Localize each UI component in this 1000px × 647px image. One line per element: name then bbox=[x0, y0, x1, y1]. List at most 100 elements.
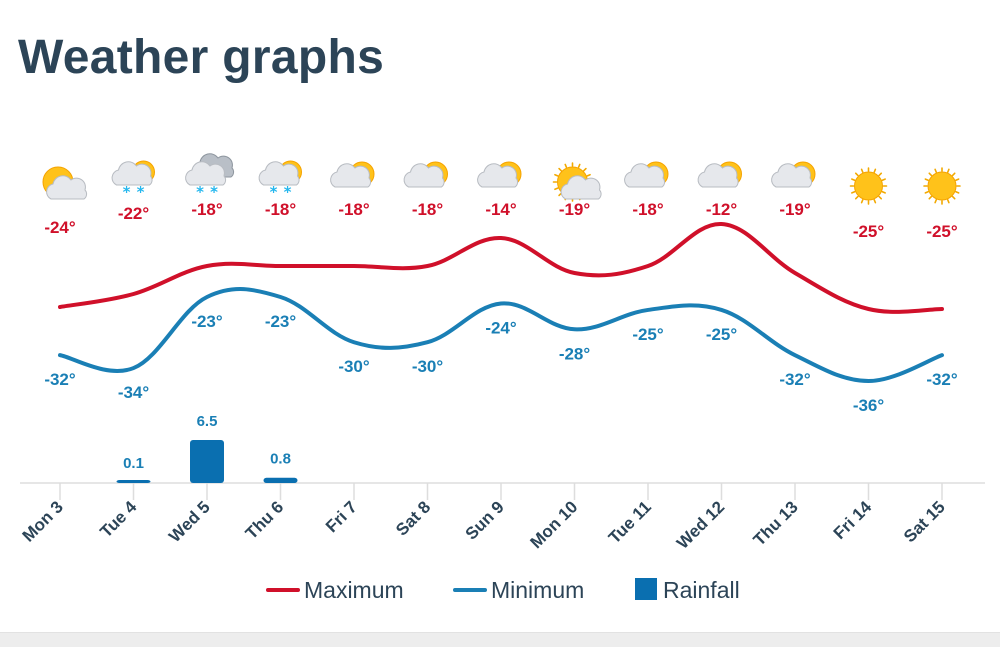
max-temp-label: -18° bbox=[412, 200, 444, 219]
maximum-series-line bbox=[58, 221, 944, 314]
legend-label: Rainfall bbox=[663, 577, 740, 603]
min-temp-label: -30° bbox=[338, 357, 370, 376]
max-temp-label: -24° bbox=[44, 218, 76, 237]
rainfall-label: 0.1 bbox=[123, 455, 144, 472]
sun-ray bbox=[564, 163, 568, 169]
sun-ray bbox=[586, 173, 591, 177]
max-temp-label: -18° bbox=[632, 200, 664, 219]
max-temp-label: -12° bbox=[706, 200, 738, 219]
snowflake-glyph: * bbox=[123, 183, 131, 201]
cloud-body bbox=[46, 175, 88, 200]
sun-ray bbox=[924, 178, 929, 182]
sunny-icon bbox=[849, 167, 888, 205]
sun-ray bbox=[851, 178, 856, 182]
min-temp-label: -25° bbox=[706, 325, 738, 344]
max-temp-label: -19° bbox=[779, 200, 811, 219]
sun-ray bbox=[924, 190, 929, 194]
cloud-body bbox=[185, 161, 227, 186]
sun-ray bbox=[558, 167, 562, 172]
x-tick-label: Thu 6 bbox=[242, 497, 287, 542]
sun-ray bbox=[854, 172, 859, 177]
sun-disc bbox=[927, 171, 957, 201]
cloud-body bbox=[477, 163, 519, 188]
x-tick-label: Wed 12 bbox=[673, 497, 728, 552]
partly-cloudy-icon bbox=[477, 161, 522, 188]
sun-ray bbox=[878, 195, 883, 200]
legend-item-maximum: Maximum bbox=[266, 577, 404, 603]
cloud-shape bbox=[330, 163, 372, 188]
rainfall-bar bbox=[116, 480, 151, 483]
legend-label: Maximum bbox=[304, 577, 404, 603]
cloud-shape bbox=[477, 163, 519, 188]
sun-ray bbox=[878, 172, 883, 177]
sun-ray bbox=[955, 178, 960, 182]
x-tick-label: Tue 4 bbox=[96, 497, 140, 541]
sun-ray bbox=[554, 187, 559, 191]
data-labels: -24° -22° -18° -18° -18° -18° -14° -19° -18° -12°… bbox=[44, 200, 958, 472]
legend-item-minimum: Minimum bbox=[453, 577, 584, 603]
min-temp-label: -36° bbox=[853, 396, 885, 415]
max-temp-label: -18° bbox=[191, 200, 223, 219]
legend: Maximum Minimum Rainfall bbox=[266, 577, 740, 603]
cloud-body bbox=[624, 163, 666, 188]
x-tick-label: Sat 8 bbox=[392, 497, 434, 539]
partly-cloudy-icon bbox=[403, 161, 448, 188]
min-temp-label: -32° bbox=[926, 370, 958, 389]
max-temp-label: -19° bbox=[559, 200, 591, 219]
rainfall-bar bbox=[190, 440, 224, 483]
minimum-series-line bbox=[58, 287, 944, 383]
x-axis: Mon 3 Tue 4 Wed 5 Thu 6 Fri 7 Sat 8 Sun 9 Mon 1… bbox=[19, 497, 949, 553]
cloud-shape bbox=[258, 161, 300, 186]
x-tick-label: Mon 10 bbox=[526, 497, 581, 552]
sun-ray bbox=[946, 168, 950, 173]
partly-cloudy-icon bbox=[697, 161, 742, 188]
cloud-shape bbox=[46, 175, 88, 200]
partly-cloudy-snow-icon: * * bbox=[111, 160, 155, 201]
legend-label: Minimum bbox=[491, 577, 584, 603]
max-temp-label: -25° bbox=[853, 222, 885, 241]
legend-swatch bbox=[635, 578, 657, 600]
snowflake-glyph: * bbox=[284, 183, 292, 201]
cloud-shape bbox=[185, 161, 227, 186]
sun-ray bbox=[851, 190, 856, 194]
rainfall-label: 0.8 bbox=[270, 451, 291, 468]
min-temp-label: -30° bbox=[412, 357, 444, 376]
rainfall-label: 6.5 bbox=[197, 413, 218, 430]
sun-ray bbox=[951, 195, 956, 200]
sun-ray bbox=[934, 199, 938, 204]
sun-ray bbox=[860, 168, 864, 173]
x-tick-label: Sun 9 bbox=[462, 497, 508, 543]
sun-ray bbox=[860, 199, 864, 204]
max-temp-label: -22° bbox=[118, 204, 150, 223]
snowflake-glyph: * bbox=[196, 183, 204, 201]
partly-cloudy-icon bbox=[552, 162, 602, 202]
snowflake-glyph: * bbox=[210, 183, 218, 201]
sun-ray bbox=[873, 199, 877, 204]
partly-cloudy-icon bbox=[42, 166, 88, 200]
x-tick-label: Fri 14 bbox=[830, 497, 876, 543]
max-temp-label: -18° bbox=[265, 200, 297, 219]
min-temp-label: -24° bbox=[485, 318, 517, 337]
rainfall-bars bbox=[116, 440, 298, 483]
cloud-body bbox=[771, 163, 813, 188]
sun-ray bbox=[854, 195, 859, 200]
min-temp-label: -23° bbox=[191, 312, 223, 331]
cloud-shape bbox=[771, 163, 813, 188]
min-temp-label: -25° bbox=[632, 325, 664, 344]
min-temp-label: -32° bbox=[779, 370, 811, 389]
page-title: Weather graphs bbox=[18, 31, 385, 84]
min-temp-label: -34° bbox=[118, 383, 150, 402]
sun-ray bbox=[951, 172, 956, 177]
sun-ray bbox=[554, 173, 559, 177]
x-tick-label: Sat 15 bbox=[900, 497, 949, 546]
cloud-body bbox=[330, 163, 372, 188]
cloud-shape bbox=[697, 163, 739, 188]
sun-ray bbox=[955, 190, 960, 194]
x-tick-label: Tue 11 bbox=[605, 497, 655, 547]
snowflake-glyph: * bbox=[137, 183, 145, 201]
cloud-body bbox=[403, 163, 445, 188]
cloud-shape bbox=[624, 163, 666, 188]
bottom-strip bbox=[0, 632, 1000, 647]
sunny-icon bbox=[923, 167, 961, 205]
